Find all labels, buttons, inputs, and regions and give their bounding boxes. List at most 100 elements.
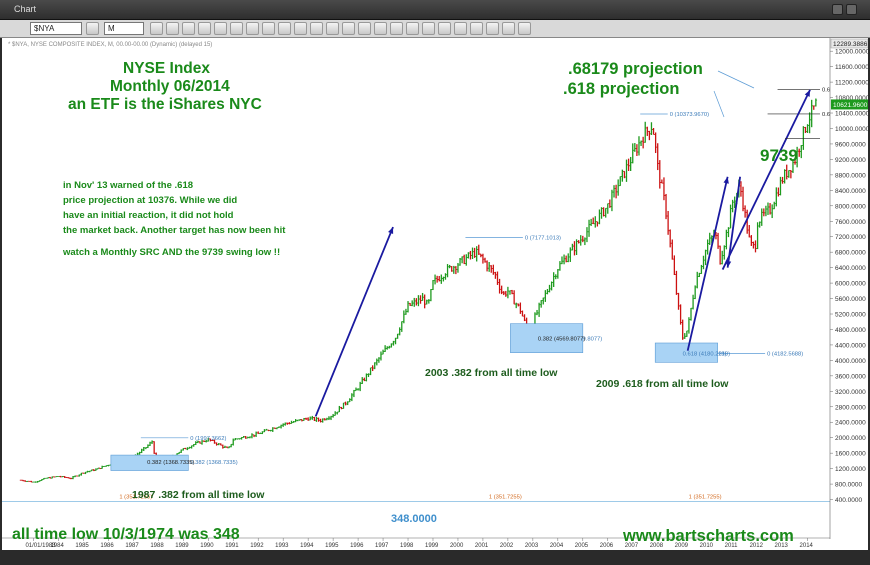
tool-button-17[interactable] [406,22,419,35]
y-tick-label: 5600.0000 [835,296,866,303]
symbol-input[interactable] [30,22,82,35]
chart-header: * $NYA, NYSE COMPOSITE INDEX, M, 00.00-0… [8,42,213,48]
y-tick-label: 10000.0000 [835,126,868,133]
x-tick-label: 1995 [325,543,339,549]
x-tick-label: 1990 [200,543,214,549]
x-tick-label: 1985 [75,543,89,549]
x-tick-label: 2005 [575,543,589,549]
title-line-3: an ETF is the iShares NYC [68,96,262,113]
label-2009: 2009 .618 from all time low [596,378,729,390]
tool-button-23[interactable] [502,22,515,35]
all-time-low-label: 1 (351.7255) [489,494,522,500]
period-input[interactable] [104,22,144,35]
x-tick-label: 1984 [50,543,64,549]
y-max-box [830,38,868,49]
y-tick-label: 2800.0000 [835,404,866,411]
tool-button-4[interactable] [198,22,211,35]
tool-button-20[interactable] [454,22,467,35]
y-tick-label: 6000.0000 [835,281,866,288]
x-tick-label: 2000 [450,543,464,549]
minimize-button[interactable] [832,4,843,15]
chart-area[interactable]: 0 (1997.3662) 0.382 (1368.7335) 0 (7177.10… [2,38,868,550]
status-bar [0,550,870,565]
x-tick-label: 2007 [625,543,639,549]
support-box-2003 [510,323,584,353]
fib-level-label: 0 (10373.9670) [670,112,709,118]
y-tick-label: 2000.0000 [835,435,866,442]
fib-box-label: 0.382 (4569.8077) [538,336,585,342]
x-tick-label: 2006 [600,543,614,549]
x-tick-label: 1992 [250,543,264,549]
all-time-low-label: 1 (351.7255) [689,494,722,500]
y-tick-label: 8800.0000 [835,172,866,179]
tool-button-19[interactable] [438,22,451,35]
price-chart[interactable]: 0 (1997.3662) 0.382 (1368.7335) 0 (7177.10… [2,38,868,550]
tool-button-16[interactable] [390,22,403,35]
y-tick-label: 3600.0000 [835,373,866,380]
title-line-1: NYSE Index [123,60,210,77]
y-tick-label: 4800.0000 [835,327,866,334]
x-tick-label: 1991 [225,543,239,549]
tool-button-6[interactable] [230,22,243,35]
tool-button-21[interactable] [470,22,483,35]
y-tick-label: 9200.0000 [835,157,866,164]
note-line-5: watch a Monthly SRC AND the 9739 swing l… [63,247,281,258]
y-tick-label: 10400.0000 [835,111,868,118]
fib-level-label: 0 (7177.1013) [525,236,561,242]
tool-button-13[interactable] [342,22,355,35]
y-axis: 400.0000 800.0000 1200.0000 1600.0000 2000.0… [829,38,868,550]
tool-button-15[interactable] [374,22,387,35]
chart-type-button[interactable] [86,22,99,35]
x-tick-label: 2001 [475,543,489,549]
x-tick-label: 2009 [675,543,689,549]
y-tick-label: 2400.0000 [835,420,866,427]
fib-level-label: 0.382 (1368.7335) [190,460,237,466]
overlays: 0 (1997.3662) 0.382 (1368.7335) 0 (7177.10… [2,70,868,502]
tool-button-9[interactable] [278,22,291,35]
fib-level-label: 0 (1997.3662) [190,436,226,442]
website-label: www.bartscharts.com [623,527,794,545]
tool-button-7[interactable] [246,22,259,35]
x-tick-label: 2013 [775,543,789,549]
pointer-line-618 [713,90,725,118]
tool-button-5[interactable] [214,22,227,35]
x-tick-label: 2011 [725,543,739,549]
close-button[interactable] [846,4,857,15]
y-tick-label: 11600.0000 [835,64,868,71]
tool-button-14[interactable] [358,22,371,35]
y-tick-label: 6400.0000 [835,265,866,272]
x-tick-label: 1993 [275,543,289,549]
tool-button-8[interactable] [262,22,275,35]
fib-box-label: 0.382 (1368.7335) [147,460,194,466]
y-tick-label: 800.0000 [835,482,862,489]
tool-button-24[interactable] [518,22,531,35]
y-tick-label: 12000.0000 [835,49,868,56]
x-tick-label: 2014 [800,543,814,549]
y-tick-label: 3200.0000 [835,389,866,396]
tool-button-2[interactable] [166,22,179,35]
support-box-2009 [654,342,718,363]
tool-button-18[interactable] [422,22,435,35]
x-tick-label: 1987 [125,543,139,549]
x-tick-label: 2008 [650,543,664,549]
swing-low-label: 9739 [760,146,798,165]
y-tick-label: 10800.0000 [835,95,868,102]
tool-button-10[interactable] [294,22,307,35]
tool-button-1[interactable] [150,22,163,35]
note-line-1: in Nov' 13 warned of the .618 [63,180,194,191]
last-price-box [831,99,868,110]
x-tick-label: 2004 [550,543,564,549]
tool-button-22[interactable] [486,22,499,35]
y-tick-label: 4400.0000 [835,342,866,349]
trend-arrow-1995 [314,226,394,417]
y-tick-label: 7600.0000 [835,219,866,226]
label-2003: 2003 .382 from all time low [425,367,558,379]
trend-arrow-2009-head [723,176,729,184]
tool-button-12[interactable] [326,22,339,35]
tool-button-11[interactable] [310,22,323,35]
x-tick-label: 1999 [425,543,439,549]
tool-button-3[interactable] [182,22,195,35]
fib-box-label: 0.618 (4180.2218) [683,351,730,357]
note-line-2: price projection at 10376. While we did [63,195,238,206]
